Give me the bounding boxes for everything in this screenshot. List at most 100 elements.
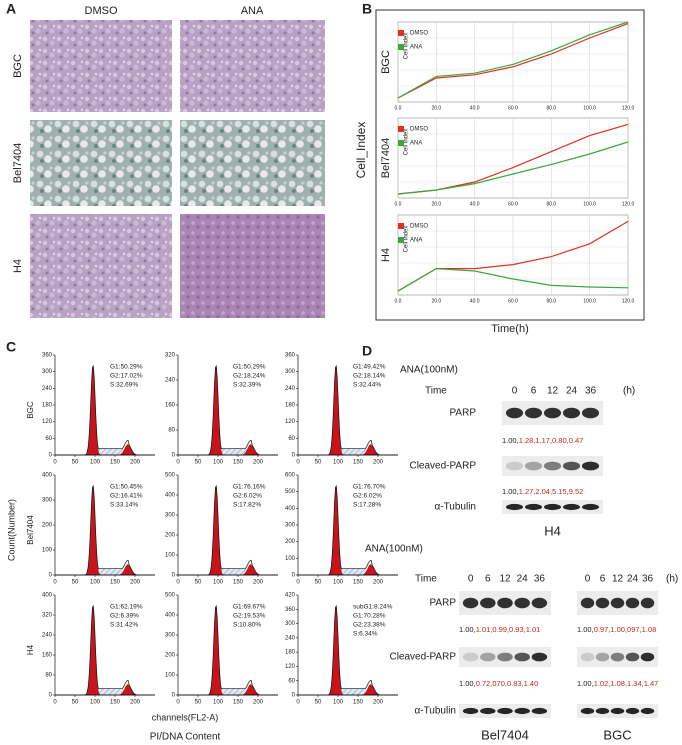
- blot-band: [595, 707, 610, 715]
- x-tick-label: 0.0: [395, 298, 402, 304]
- ratio-treated: 1.28,1.17,0.80,0.47: [519, 436, 584, 445]
- blot-band: [505, 503, 524, 511]
- stat-label: G2:18.24%: [233, 373, 266, 380]
- y-tick-label: 200: [165, 653, 176, 659]
- y-tick-label: 400: [285, 506, 296, 512]
- x-tick-label: 100: [213, 460, 224, 466]
- blot-band: [462, 652, 479, 662]
- y-tick-label: 300: [42, 369, 53, 375]
- row-label: BGC: [380, 50, 392, 74]
- x-tick-label: 150: [110, 580, 121, 586]
- blot-row-label: PARP: [430, 598, 457, 609]
- hist-outline: [298, 484, 398, 576]
- blot-band: [514, 597, 530, 609]
- y-tick-label: 360: [42, 353, 53, 359]
- x-tick-label: 100: [333, 460, 344, 466]
- y-tick-label: 320: [165, 353, 176, 359]
- x-tick-label: 100: [333, 580, 344, 586]
- y-axis-title: Cell_Index: [354, 122, 368, 179]
- x-tick-label: 120.0: [622, 201, 635, 207]
- stat-label: G2:16.41%: [110, 493, 143, 500]
- time-point: 36: [534, 574, 546, 585]
- stat-label: S:17.28%: [353, 502, 381, 509]
- time-point: 0: [512, 386, 518, 397]
- x-tick-label: 50: [195, 700, 202, 706]
- column-header: DMSO: [85, 5, 118, 17]
- y-axis-title: Count(Number): [6, 499, 16, 561]
- axis-label: Cell Index: [404, 129, 410, 156]
- y-tick-label: 180: [42, 403, 53, 409]
- x-tick-label: 80.0: [546, 298, 556, 304]
- blot-band: [505, 461, 524, 471]
- y-tick-label: 0: [49, 693, 53, 699]
- ratio-label: 1.00,0.97,1.00,097,1.08: [577, 625, 656, 634]
- hist-outline: [55, 604, 155, 696]
- x-tick-label: 60.0: [508, 201, 518, 207]
- y-tick-label: 300: [165, 513, 176, 519]
- x-tick-label: 100: [333, 700, 344, 706]
- image-bgc-ana: [180, 20, 325, 112]
- axis-label: Cell Index: [404, 33, 410, 60]
- y-tick-label: 300: [285, 369, 296, 375]
- legend-label: ANA: [410, 141, 422, 147]
- blot-band: [625, 652, 640, 662]
- blot-band: [480, 707, 496, 715]
- x-tick-label: 0.0: [395, 105, 402, 111]
- x-tick-label: 50: [72, 700, 79, 706]
- y-tick-label: 600: [285, 473, 296, 479]
- blot-band: [524, 461, 543, 471]
- blot-band: [581, 407, 600, 419]
- blot-band: [480, 597, 496, 609]
- legend-swatch: [398, 44, 404, 50]
- blot-row-label: PARP: [450, 408, 477, 419]
- blot-band: [640, 597, 655, 609]
- stat-label: S:32.69%: [110, 382, 138, 389]
- blot-band: [580, 597, 595, 609]
- ratio-treated: 1.02,1.08,1.34,1.47: [594, 679, 659, 688]
- x-tick-label: 0: [176, 460, 180, 466]
- hist-g1: [178, 486, 278, 575]
- blot-band: [610, 707, 625, 715]
- row-label: BGC: [12, 54, 24, 78]
- x-tick-label: 80.0: [546, 201, 556, 207]
- blot-band: [640, 707, 655, 715]
- blot-band: [610, 597, 625, 609]
- y-tick-label: 400: [42, 593, 53, 599]
- stat-label: G2:6.39%: [110, 613, 139, 620]
- image-bel-dmso: [30, 120, 172, 206]
- blot-band: [462, 707, 479, 715]
- blot-band: [462, 597, 479, 609]
- y-tick-label: 0: [292, 573, 296, 579]
- stat-label: G2:23.38%: [353, 622, 386, 629]
- x-tick-label: 150: [110, 460, 121, 466]
- blot-band: [531, 707, 548, 715]
- ratio-label: 1.00,1.02,1.08,1.34,1.47: [577, 679, 658, 688]
- hist-s-phase: [178, 568, 278, 575]
- ratio-treated: 1.01,0.99,0.93,1.01: [476, 625, 541, 634]
- stat-label: S:32.39%: [233, 382, 261, 389]
- hist-s-phase: [55, 688, 155, 695]
- time-label: Time: [415, 574, 437, 585]
- series-line: [397, 141, 629, 195]
- stat-label: G1:69.67%: [233, 604, 266, 611]
- time-point: 12: [499, 574, 511, 585]
- blot-band: [543, 461, 562, 471]
- y-tick-label: 0: [292, 453, 296, 459]
- hist-s-phase: [178, 448, 278, 455]
- ratio-base: 1.00,: [502, 436, 519, 445]
- row-label: Bel7404: [12, 143, 24, 183]
- blot-band: [531, 597, 548, 609]
- ratio-base: 1.00,: [577, 679, 594, 688]
- y-tick-label: 200: [165, 533, 176, 539]
- ratio-label: 1.00,1.28,1.17,0.80,0.47: [502, 436, 583, 445]
- y-tick-label: 80: [45, 673, 52, 679]
- x-tick-label: 20.0: [431, 201, 441, 207]
- row-label: Bel7404: [380, 138, 392, 178]
- y-tick-label: 240: [42, 386, 53, 392]
- blot-band: [497, 707, 513, 715]
- y-tick-label: 120: [285, 419, 296, 425]
- stat-label: G1:76.70%: [353, 484, 386, 491]
- x-tick-label: 20.0: [431, 105, 441, 111]
- blot-row-label: α-Tubulin: [434, 502, 476, 513]
- blot-band: [595, 597, 610, 609]
